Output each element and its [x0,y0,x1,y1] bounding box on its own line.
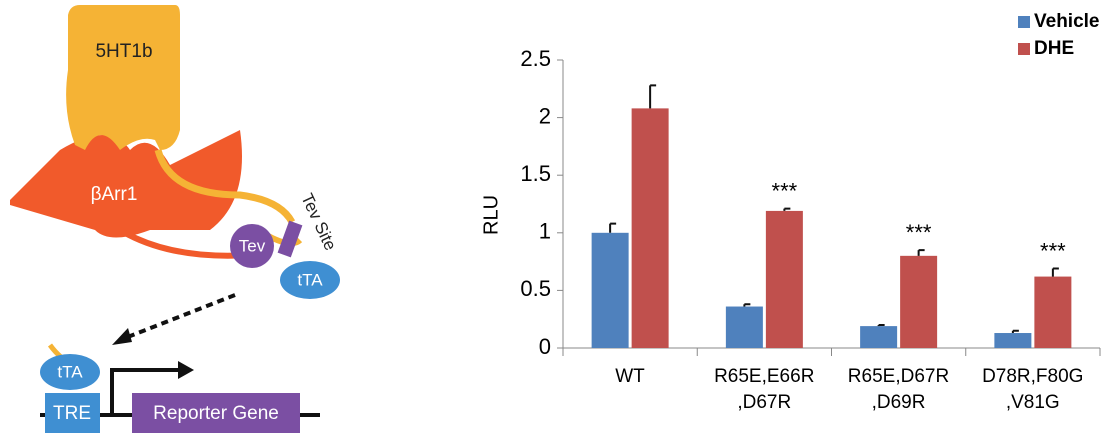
promoter-head [178,361,194,379]
tev-label: Tev [239,236,266,255]
legend-label: Vehicle [1034,11,1100,32]
x-tick-label: R65E,D67R ,D69R [832,364,966,416]
legend-swatch [1018,43,1030,55]
arrestin-label: βArr1 [91,184,138,205]
legend-label: DHE [1034,38,1074,59]
site-label: Tev Site [297,191,340,254]
significance: *** [906,220,932,245]
error-bar [784,209,790,211]
receptor-shape [66,5,180,150]
legend-swatch [1018,16,1030,28]
tta-label: tTA [297,270,323,289]
bar [726,307,763,348]
diagram: 5HT1b βArr1 Tev tTA Tev Site tTA TRE Rep… [10,5,340,433]
bar [1034,277,1071,348]
bar [592,233,629,348]
y-tick-label: 0.5 [520,276,551,301]
error-bar [744,304,750,306]
error-bar [879,325,885,326]
tre-label: TRE [53,403,91,424]
x-tick-label: R65E,E66R ,D67R [697,364,831,416]
error-bar [650,85,656,108]
bar [900,256,937,348]
dotted-arrow [120,295,235,340]
error-bar [610,224,616,233]
receptor-label: 5HT1b [95,41,152,62]
y-axis-label: RLU [480,195,502,235]
y-tick-label: 2 [539,103,551,128]
reporter-label: Reporter Gene [153,403,279,424]
tta-bound-label: tTA [57,362,83,381]
bar [766,211,803,348]
bar [632,108,669,348]
bar [994,333,1031,348]
figure: 5HT1b βArr1 Tev tTA Tev Site tTA TRE Rep… [0,0,1115,433]
error-bar [1053,269,1059,277]
y-tick-label: 1 [539,219,551,244]
y-tick-label: 1.5 [520,161,551,186]
significance: *** [1040,238,1066,263]
y-tick-label: 0 [539,334,551,359]
error-bar [1013,331,1019,333]
bar [860,326,897,348]
significance: *** [772,178,798,203]
arrow-head [112,328,132,345]
y-tick-label: 2.5 [520,46,551,71]
x-tick-label: D78R,F80G ,V81G [966,364,1100,416]
error-bar [919,250,925,256]
x-tick-label: WT [563,364,697,390]
